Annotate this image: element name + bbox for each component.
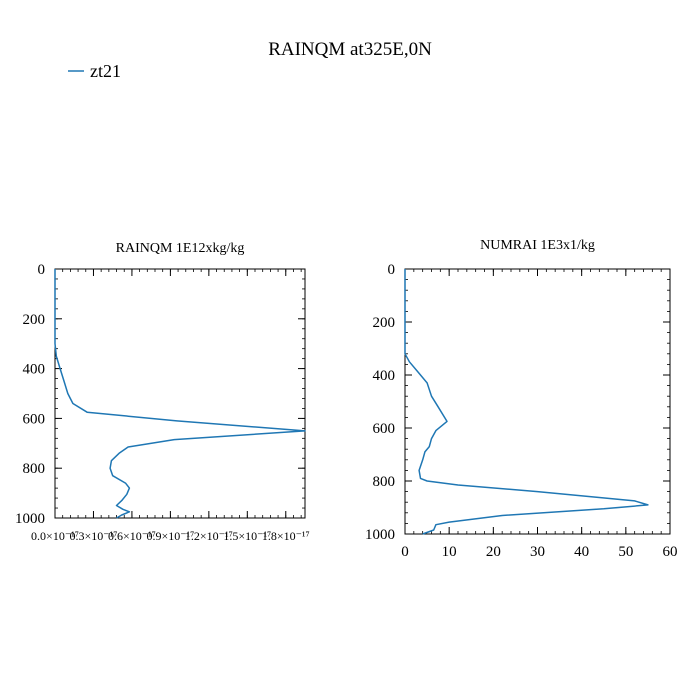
numrai-x-tick-label: 50 <box>618 544 633 560</box>
numrai-plot-frame <box>404 268 671 535</box>
numrai-title: NUMRAI 1E3x1/kg <box>480 238 595 253</box>
legend-label: zt21 <box>90 61 121 81</box>
numrai-x-tick-label: 10 <box>442 544 457 560</box>
rainqm-plot-frame <box>54 268 306 519</box>
rainqm-y-tick-label: 0 <box>38 262 46 278</box>
numrai-y-tick-label: 600 <box>373 421 396 437</box>
chart-panel-rainqm: RAINQM 1E12xkg/kg 0.0×10⁻¹⁷0.3×10⁻¹⁷0.6×1… <box>15 241 310 543</box>
numrai-x-tick-label: 40 <box>574 544 589 560</box>
numrai-series-line-0 <box>404 269 649 535</box>
numrai-x-tick-label: 60 <box>663 544 678 560</box>
rainqm-x-tick-label: 0.0×10⁻¹⁷ <box>31 529 79 543</box>
rainqm-x-tick-label: 0.3×10⁻¹⁷ <box>70 529 118 543</box>
rainqm-y-tick-label: 400 <box>23 362 46 378</box>
rainqm-y-tick-label: 200 <box>23 312 46 328</box>
numrai-y-tick-label: 400 <box>373 368 396 384</box>
rainqm-x-tick-label: 1.5×10⁻¹⁷ <box>223 529 271 543</box>
rainqm-x-tick-label: 1.8×10⁻¹⁷ <box>262 529 310 543</box>
rainqm-title: RAINQM 1E12xkg/kg <box>116 241 245 256</box>
rainqm-y-tick-label: 800 <box>23 461 46 477</box>
rainqm-series-line-0 <box>54 269 306 519</box>
numrai-y-tick-label: 800 <box>373 474 396 490</box>
legend: zt21 <box>68 61 121 81</box>
rainqm-y-tick-label: 1000 <box>15 511 45 527</box>
numrai-x-tick-label: 30 <box>530 544 545 560</box>
chart-panel-numrai: NUMRAI 1E3x1/kg0 10 20 30 40 50 60020040060080… <box>365 238 678 560</box>
numrai-y-tick-label: 0 <box>388 262 396 278</box>
numrai-y-tick-label: 200 <box>373 315 396 331</box>
numrai-x-tick-label: 20 <box>486 544 501 560</box>
rainqm-y-tick-label: 600 <box>23 411 46 427</box>
rainqm-x-tick-label: 1.2×10⁻¹⁷ <box>185 529 233 543</box>
figure-title: RAINQM at325E,0N <box>268 39 432 60</box>
numrai-x-tick-label: 0 <box>401 544 409 560</box>
rainqm-x-tick-label: 0.6×10⁻¹⁷ <box>108 529 156 543</box>
rainqm-x-tick-label: 0.9×10⁻¹⁷ <box>146 529 194 543</box>
numrai-y-tick-label: 1000 <box>365 527 395 543</box>
